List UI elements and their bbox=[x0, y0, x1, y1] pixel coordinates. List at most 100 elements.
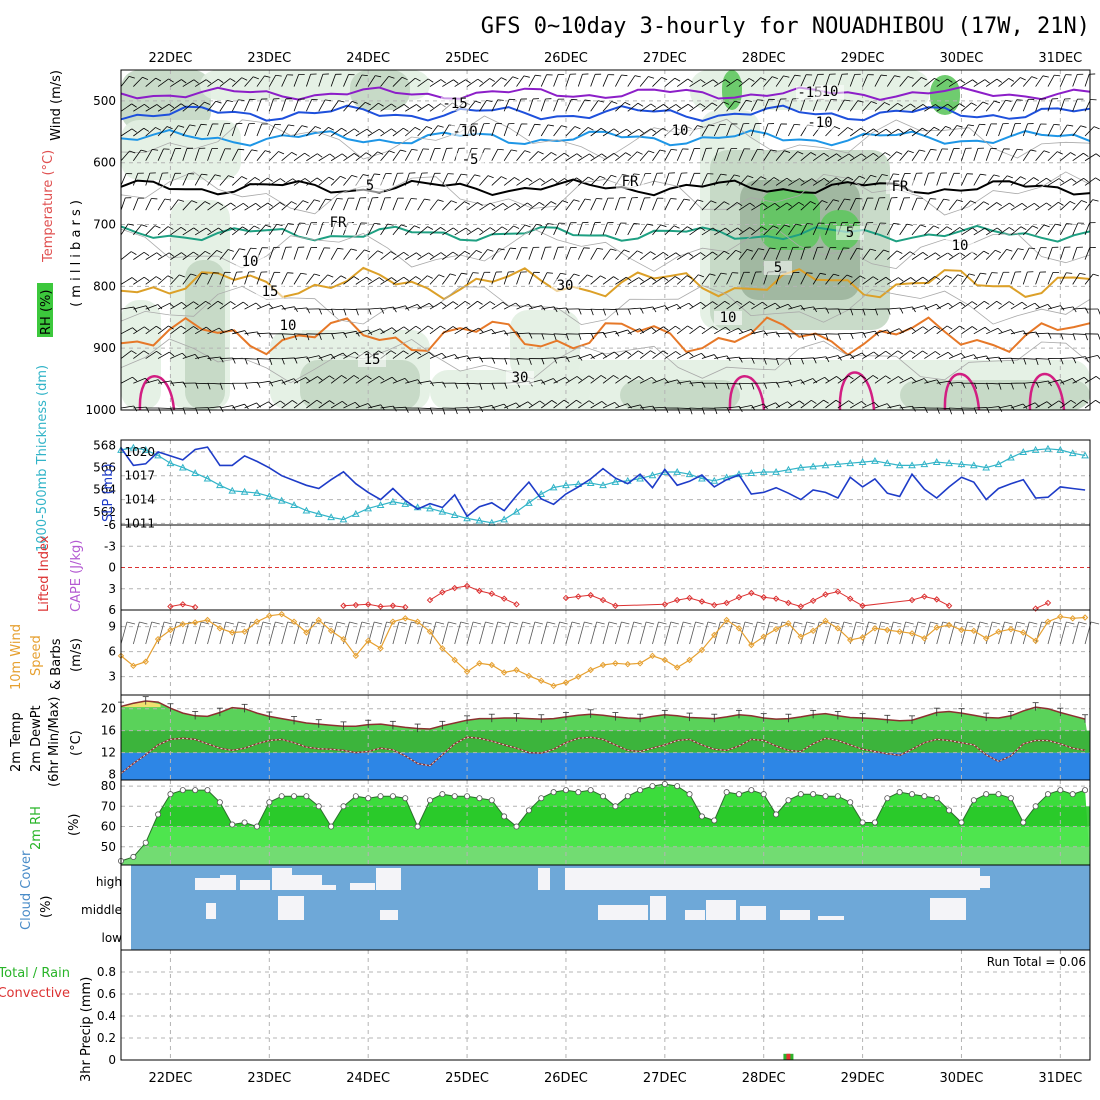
wind-barb-shaft bbox=[689, 381, 703, 384]
wind-barb-shaft bbox=[466, 174, 475, 186]
wind-barb-shaft bbox=[392, 173, 398, 186]
wind-barb-shaft bbox=[553, 152, 565, 162]
wind-barb-flag bbox=[504, 383, 508, 389]
wind-barb-flag bbox=[403, 350, 409, 355]
wind-barb-flag bbox=[898, 376, 904, 381]
wind-barb-shaft bbox=[306, 74, 311, 87]
rh-shade-region bbox=[930, 75, 960, 115]
wind-barb-shaft bbox=[145, 379, 159, 384]
wind-barb-shaft bbox=[417, 275, 428, 285]
wind10m-barb-flag bbox=[695, 621, 704, 625]
ylabel-2m-dewpt: 2m DewPt bbox=[29, 705, 44, 772]
wind-barb-shaft bbox=[911, 276, 924, 285]
thickness-marker bbox=[994, 460, 1003, 468]
wind-barb-flag bbox=[982, 101, 989, 105]
wind-barb-shaft bbox=[862, 330, 876, 335]
wind-speed-marker bbox=[809, 627, 817, 635]
wind-barb-shaft bbox=[194, 326, 207, 335]
wind-barb-flag bbox=[794, 123, 801, 126]
wind-tick-9: 9 bbox=[108, 620, 116, 634]
wind-barb-shaft bbox=[170, 274, 180, 285]
wind-barb-shaft bbox=[380, 128, 392, 137]
wind-barb-flag bbox=[613, 128, 620, 133]
wind-barb-shaft bbox=[157, 351, 170, 359]
wind-barb-flag bbox=[801, 333, 804, 340]
wind-barb-shaft bbox=[1035, 202, 1047, 211]
wind-barb-flag bbox=[451, 200, 457, 204]
wind10m-barb-flag bbox=[1029, 621, 1038, 625]
rh-marker bbox=[773, 811, 780, 818]
wind-barb-shaft bbox=[850, 153, 862, 162]
wind-barb-shaft bbox=[578, 353, 591, 359]
wind-barb-shaft bbox=[763, 302, 776, 310]
wind-barb-flag bbox=[168, 78, 174, 83]
wind-barb-flag bbox=[697, 125, 704, 128]
wind-barb-shaft bbox=[911, 252, 924, 260]
wind-barb-shaft bbox=[973, 355, 987, 359]
wind-barb-shaft bbox=[244, 381, 258, 384]
thickness-marker bbox=[895, 461, 904, 469]
wind-barb-shaft bbox=[355, 197, 361, 211]
wind-barb-shaft bbox=[874, 249, 884, 260]
wind-barb-flag bbox=[1042, 75, 1049, 78]
cloud-fraction-block bbox=[768, 876, 782, 890]
wind-barb-flag bbox=[503, 403, 509, 410]
wind-barb-shaft bbox=[429, 407, 443, 410]
wind-barb-flag bbox=[922, 350, 928, 355]
wind-barb-flag bbox=[1085, 334, 1088, 341]
wind-barb-shaft bbox=[936, 407, 950, 409]
wind-barb-flag bbox=[984, 79, 990, 84]
wind-barb-flag bbox=[131, 128, 137, 133]
wind-barb-shaft bbox=[565, 376, 578, 384]
wind-barb-flag bbox=[983, 201, 990, 205]
rh-marker bbox=[303, 793, 310, 800]
wind-barb-flag bbox=[1007, 175, 1013, 179]
wind-barb-shaft bbox=[677, 380, 691, 384]
wind-barb-shaft bbox=[231, 77, 243, 87]
wind-barb-shaft bbox=[726, 300, 738, 310]
wind-barb-flag bbox=[417, 304, 422, 310]
wind-speed-marker bbox=[253, 618, 261, 625]
wind-barb-flag bbox=[600, 375, 607, 379]
wind-barb-shaft bbox=[615, 403, 628, 409]
wind-barb-flag bbox=[959, 252, 966, 257]
wind-barb-shaft bbox=[442, 251, 454, 260]
slp-tick-1011: 1011 bbox=[124, 516, 155, 530]
rh-marker bbox=[192, 787, 199, 794]
wind10m-barb-flag bbox=[608, 621, 618, 625]
wind-barb-shaft bbox=[1035, 123, 1041, 137]
wind-barb-shaft bbox=[689, 407, 703, 410]
wind-barb-shaft bbox=[837, 274, 848, 285]
rh-marker bbox=[921, 793, 928, 800]
contour-label: 10 bbox=[720, 310, 737, 326]
wind-barb-shaft bbox=[998, 249, 1007, 260]
wind-barb-shaft bbox=[491, 271, 497, 285]
lifted-index-marker bbox=[1044, 599, 1052, 607]
wind-barb-flag bbox=[711, 102, 718, 107]
lifted-index-marker bbox=[488, 590, 495, 597]
wind-barb-flag bbox=[479, 356, 484, 363]
wind-barb-shaft bbox=[330, 248, 338, 260]
wind-barb-shaft bbox=[886, 223, 894, 236]
wind-barb-shaft bbox=[232, 203, 244, 211]
wind-speed-marker bbox=[340, 635, 347, 643]
thickness-marker bbox=[549, 483, 558, 491]
wind-barb-shaft bbox=[417, 302, 430, 310]
thickness-tick-566: 566 bbox=[93, 461, 116, 475]
contour-label-bg bbox=[816, 85, 844, 99]
wind-barb-shaft bbox=[689, 103, 701, 112]
lifted-index-marker bbox=[945, 602, 953, 609]
wind-barb-shaft bbox=[1035, 75, 1044, 87]
wind-barb-flag bbox=[465, 79, 471, 84]
top-date-26DEC: 26DEC bbox=[544, 51, 588, 66]
wind-barb-flag bbox=[712, 227, 718, 232]
wind-barb-flag bbox=[497, 99, 504, 101]
ylabel-rh: RH (%) bbox=[39, 290, 54, 335]
wind-barb-shaft bbox=[825, 74, 831, 87]
wind-barb-shaft bbox=[590, 332, 604, 335]
thickness-marker bbox=[512, 507, 521, 515]
wind-barb-shaft bbox=[528, 75, 536, 87]
wind-barb-shaft bbox=[417, 198, 425, 211]
wind-barb-flag bbox=[365, 101, 371, 106]
wind-barb-shaft bbox=[133, 251, 145, 260]
